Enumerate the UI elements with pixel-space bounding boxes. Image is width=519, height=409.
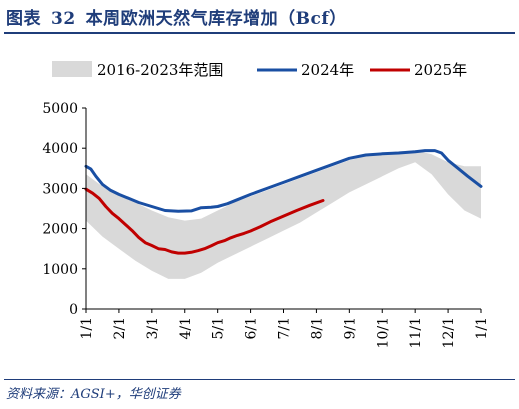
legend-label-2024: 2024年 [301,61,354,79]
figure-title-text: 本周欧洲天然气库存增加（Bcf） [85,9,347,29]
figure-number: 32 [51,9,76,29]
y-tick-label: 5000 [42,101,78,117]
figure-label: 图表 [6,9,41,29]
x-tick-label: 11/1 [408,317,424,348]
figure-title: 图表 32 本周欧洲天然气库存增加（Bcf） [6,4,357,29]
source-note: 资料来源：AGSI+，华创证券 [6,387,181,402]
footer-rule [4,379,515,380]
series-line-2024 [84,149,483,213]
legend-swatch-band [52,61,92,77]
legend-label-2025: 2025年 [414,61,467,79]
x-tick-label: 8/1 [309,317,325,340]
x-tick-label: 7/1 [277,317,293,340]
x-tick-label: 10/1 [375,317,391,348]
x-tick-label: 1/1 [79,317,95,340]
x-tick-label: 9/1 [342,317,358,340]
y-tick-label: 1000 [42,262,78,278]
y-tick-label: 2000 [42,222,78,238]
y-tick-label: 3000 [42,181,78,197]
x-tick-label: 1/1 [474,317,490,340]
x-tick-label: 4/1 [178,317,194,340]
x-tick-label: 3/1 [145,317,161,340]
y-tick-label: 4000 [42,141,78,157]
legend-label-band: 2016-2023年范围 [97,61,223,79]
x-tick-label: 6/1 [244,317,260,340]
x-tick-label: 12/1 [441,317,457,348]
x-tick-label: 5/1 [211,317,227,340]
title-rule [4,32,515,34]
chart: 0 1000 2000 3000 4000 5000 1/1 2/1 3/1 4/1 5/1 6/1 7… [42,61,490,348]
y-tick-label: 0 [69,302,78,318]
x-tick-label: 2/1 [112,317,128,340]
series-line-2025 [84,187,325,255]
